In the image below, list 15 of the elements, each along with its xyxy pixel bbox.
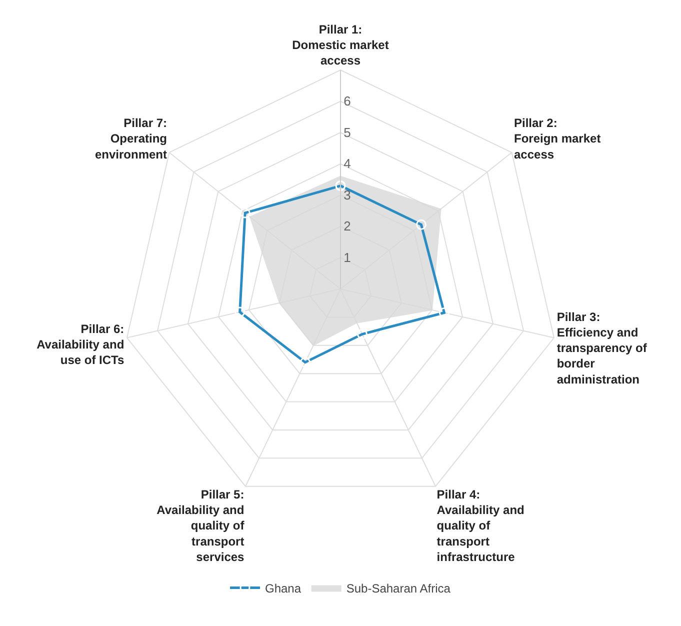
- spoke-label: Pillar 3: Efficiency and transparency of border administration: [556, 310, 648, 386]
- y-tick-label: 4: [344, 156, 351, 172]
- y-tick-label: 1: [344, 250, 351, 265]
- spoke-label: Pillar 1: Domestic market access: [292, 22, 389, 68]
- y-tick-label: 5: [344, 124, 351, 140]
- y-tick-label: 6: [344, 94, 351, 109]
- spoke-label: Pillar 6: Availability and use of ICTs: [36, 322, 124, 368]
- spoke-label: Pillar 7: Operating environment: [94, 116, 167, 162]
- spoke-label: Pillar 4: Availability and quality of transport infrastructure: [436, 488, 524, 564]
- spoke-label: Pillar 5: Availability and quality of transport services: [156, 488, 246, 564]
- legend-label: Ghana: [265, 581, 302, 596]
- spoke-label: Pillar 2: Foreign market access: [514, 116, 601, 162]
- legend-label: Sub-Saharan Africa: [346, 581, 451, 596]
- y-tick-label: 3: [344, 187, 351, 202]
- y-tick-label: 2: [344, 218, 351, 234]
